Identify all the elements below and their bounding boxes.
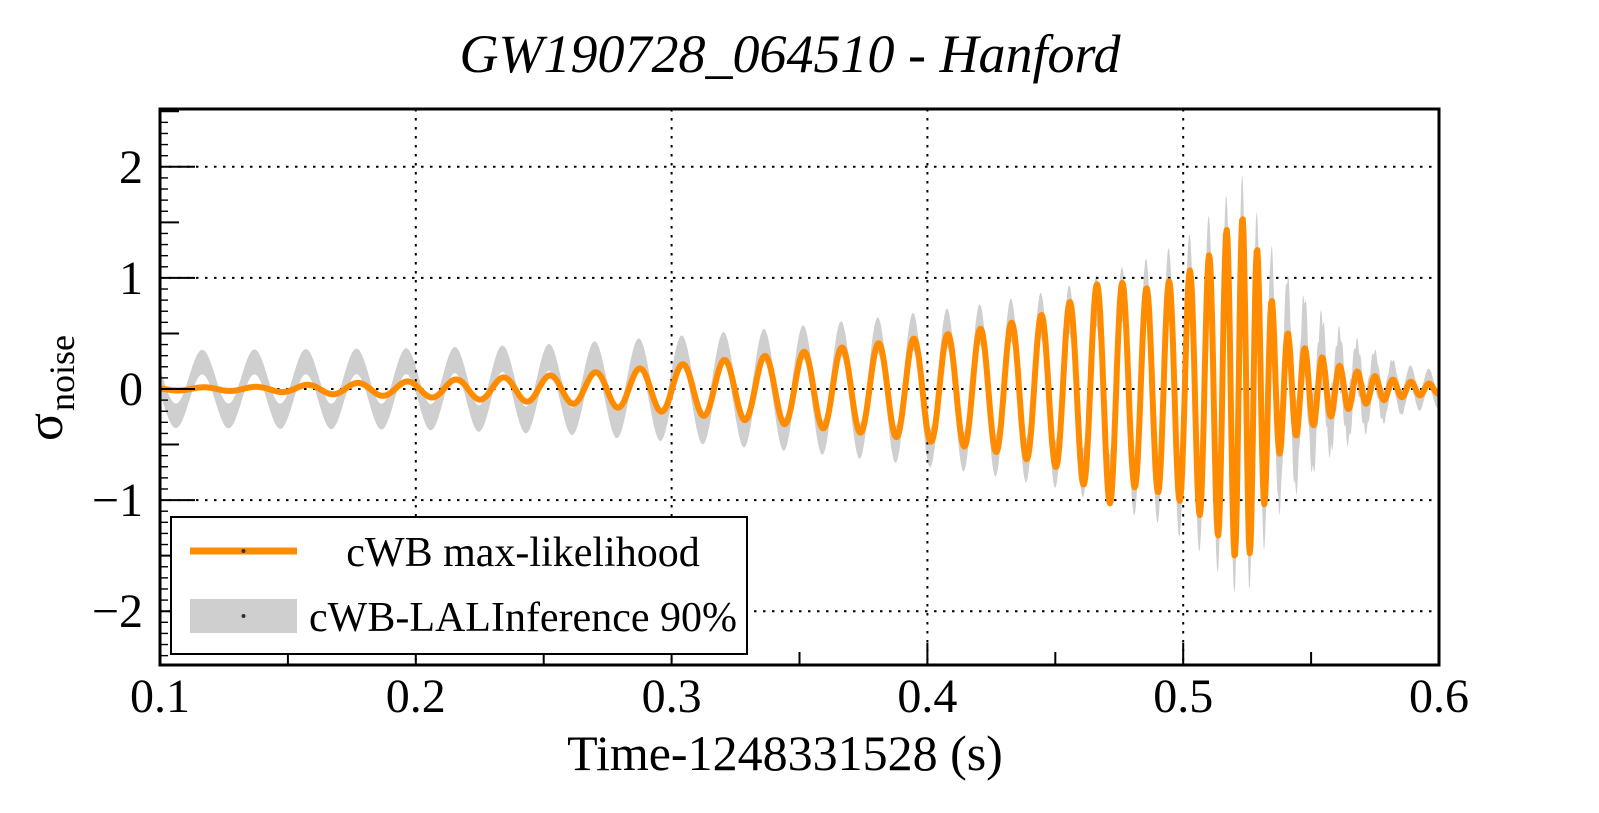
- chart-title: GW190728_064510 - Hanford: [460, 24, 1122, 84]
- y-axis-title-subscript: noise: [42, 335, 82, 411]
- legend-marker-dot: [241, 614, 246, 618]
- x-tick-label: 0.1: [130, 670, 190, 723]
- y-tick-label: 2: [119, 141, 143, 194]
- y-tick-label: 0: [119, 363, 143, 416]
- y-axis-title: σnoise: [17, 335, 82, 441]
- legend: cWB max-likelihood cWB-LALInference 90%: [170, 516, 748, 655]
- cwb-max-likelihood-curve: [160, 216, 1439, 559]
- x-axis-title: Time-1248331528 (s): [567, 725, 1003, 781]
- y-tick-label: 1: [119, 252, 143, 305]
- x-tick-label: 0.6: [1409, 670, 1469, 723]
- x-tick-label: 0.4: [897, 670, 957, 723]
- gridlines: [160, 109, 1439, 665]
- x-tick-label: 0.3: [642, 670, 702, 723]
- plot-frame: [158, 107, 1441, 667]
- y-tick-label: −1: [92, 474, 143, 527]
- x-tick-labels: 0.1 0.2 0.3 0.4 0.5 0.6: [130, 670, 1469, 723]
- y-tick-labels: −2 −1 0 1 2: [92, 141, 143, 638]
- legend-marker-dot: [241, 549, 246, 553]
- legend-label-lalinference: cWB-LALInference 90%: [309, 595, 737, 641]
- y-tick-label: −2: [92, 585, 143, 638]
- x-tick-label: 0.5: [1153, 670, 1213, 723]
- y-axis-title-symbol: σ: [17, 413, 74, 441]
- legend-label-max-likelihood: cWB max-likelihood: [346, 530, 699, 576]
- x-tick-label: 0.2: [386, 670, 446, 723]
